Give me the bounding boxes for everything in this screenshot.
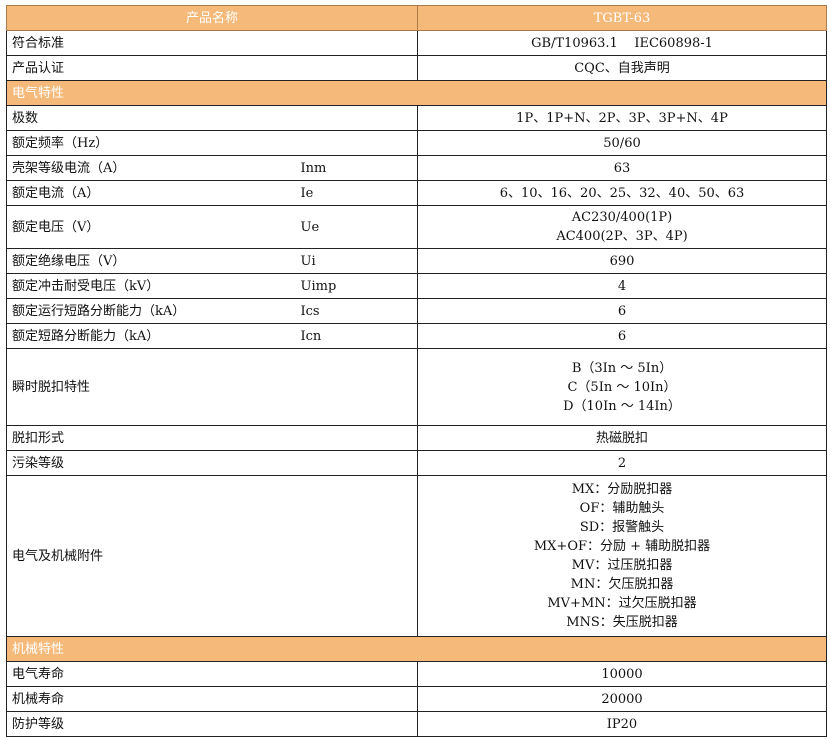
table-row: 污染等级 2: [6, 450, 827, 476]
table-row: 极数 1P、1P+N、2P、3P、3P+N、4P: [6, 105, 827, 131]
value-line: 6: [617, 303, 627, 319]
row-value: 2: [417, 450, 827, 476]
row-label: 额定运行短路分断能力（kA）: [6, 298, 296, 324]
row-value: 20000: [417, 686, 827, 712]
row-value: 6: [417, 323, 827, 349]
row-value: 63: [417, 155, 827, 181]
row-value: 4: [417, 273, 827, 299]
value-line: 4: [617, 278, 627, 294]
row-value: 热磁脱扣: [417, 425, 827, 451]
table-row: 壳架等级电流（A） Inm 63: [6, 155, 827, 181]
value-line: B（3In ～ 5In）: [571, 360, 673, 376]
row-code: [295, 105, 419, 131]
value-line: MX+OF：分励 + 辅助脱扣器: [533, 539, 711, 554]
row-code: Ui: [295, 248, 419, 274]
row-label: 脱扣形式: [6, 425, 296, 451]
row-label: 壳架等级电流（A）: [6, 155, 296, 181]
table-row: 额定频率（Hz） 50/60: [6, 130, 827, 156]
row-label: 额定绝缘电压（V）: [6, 248, 296, 274]
value-line: 50/60: [603, 135, 641, 151]
row-value: 1P、1P+N、2P、3P、3P+N、4P: [417, 105, 827, 131]
row-label: 额定电流（A）: [6, 180, 296, 206]
value-line: SD：报警触头: [579, 520, 665, 535]
row-value: B（3In ～ 5In） C（5In ～ 10In） D（10In ～ 14In）: [417, 348, 827, 426]
table-row: 额定短路分断能力（kA） Icn 6: [6, 323, 827, 349]
row-code: Ue: [295, 205, 419, 249]
table-row: 脱扣形式 热磁脱扣: [6, 425, 827, 451]
row-label: 污染等级: [6, 450, 296, 476]
value-line: 690: [609, 253, 635, 269]
row-code: Ie: [295, 180, 419, 206]
table-row: 电气寿命 10000: [5, 661, 827, 687]
value-line: 6、10、16、20、25、32、40、50、63: [499, 185, 745, 201]
row-value: 6、10、16、20、25、32、40、50、63: [417, 180, 827, 206]
row-code: Uimp: [295, 273, 419, 299]
table-row: 防护等级 IP20: [5, 711, 827, 737]
spec-table: 产品名称 TGBT-63 符合标准 GB/T10963.1 IEC60898-1…: [5, 5, 827, 737]
section-mechanical: 机械特性: [6, 636, 827, 662]
row-code: Inm: [295, 155, 419, 181]
row-label: 符合标准: [5, 30, 419, 56]
row-value: 10000: [417, 661, 827, 687]
header-model: TGBT-63: [417, 5, 827, 31]
table-row: 额定运行短路分断能力（kA） Ics 6: [6, 298, 827, 324]
value-line: 热磁脱扣: [596, 430, 649, 446]
row-label: 额定电压（V）: [6, 205, 296, 249]
table-row: 额定绝缘电压（V） Ui 690: [6, 248, 827, 274]
row-value: MX：分励脱扣器 OF：辅助触头 SD：报警触头 MX+OF：分励 + 辅助脱扣器 MV…: [417, 475, 827, 637]
row-value: 50/60: [417, 130, 827, 156]
table-row: 产品认证 CQC、自我声明: [5, 55, 827, 81]
header-name-label: 产品名称: [5, 5, 419, 31]
row-label: 机械寿命: [5, 686, 419, 712]
section-title: 机械特性: [6, 636, 827, 662]
table-row: 额定冲击耐受电压（kV） Uimp 4: [6, 273, 827, 299]
value-line: 2: [617, 455, 627, 471]
value-line: C（5In ～ 10In）: [567, 379, 677, 395]
value-line: D（10In ～ 14In）: [563, 398, 681, 414]
row-label: 电气及机械附件: [6, 475, 296, 637]
row-code: [295, 130, 419, 156]
value-line: AC400(2P、3P、4P): [556, 229, 688, 244]
section-electrical: 电气特性: [6, 80, 827, 106]
row-value: GB/T10963.1 IEC60898-1: [417, 30, 827, 56]
value-line: OF：辅助触头: [579, 501, 665, 516]
row-code: Icn: [295, 323, 419, 349]
row-label: 极数: [6, 105, 296, 131]
row-code: Ics: [295, 298, 419, 324]
table-row: 机械寿命 20000: [5, 686, 827, 712]
row-value: 6: [417, 298, 827, 324]
row-label: 额定频率（Hz）: [6, 130, 296, 156]
value-line: MN：欠压脱扣器: [570, 577, 674, 592]
value-line: MNS：失压脱扣器: [566, 615, 678, 630]
table-row: 额定电压（V） Ue AC230/400(1P) AC400(2P、3P、4P): [6, 205, 827, 249]
value-line: 1P、1P+N、2P、3P、3P+N、4P: [516, 110, 728, 126]
value-line: 6: [617, 328, 627, 344]
row-code: [295, 425, 419, 451]
value-line: MV+MN：过欠压脱扣器: [547, 596, 697, 611]
row-code: [295, 450, 419, 476]
table-row: 额定电流（A） Ie 6、10、16、20、25、32、40、50、63: [6, 180, 827, 206]
row-label: 产品认证: [5, 55, 419, 81]
row-label: 额定冲击耐受电压（kV）: [6, 273, 296, 299]
table-row: 瞬时脱扣特性 B（3In ～ 5In） C（5In ～ 10In） D（10In ～ …: [6, 348, 827, 426]
row-value: AC230/400(1P) AC400(2P、3P、4P): [417, 205, 827, 249]
value-line: MX：分励脱扣器: [571, 482, 673, 497]
row-label: 瞬时脱扣特性: [6, 348, 296, 426]
row-label: 防护等级: [5, 711, 419, 737]
row-label: 额定短路分断能力（kA）: [6, 323, 296, 349]
row-label: 电气寿命: [5, 661, 419, 687]
row-value: CQC、自我声明: [417, 55, 827, 81]
row-code: [295, 348, 419, 426]
value-line: AC230/400(1P): [571, 210, 673, 225]
value-line: MV：过压脱扣器: [571, 558, 673, 573]
row-value: 690: [417, 248, 827, 274]
header-row: 产品名称 TGBT-63: [5, 5, 827, 31]
row-value: IP20: [417, 711, 827, 737]
table-row: 符合标准 GB/T10963.1 IEC60898-1: [5, 30, 827, 56]
row-code: [295, 475, 419, 637]
section-title: 电气特性: [6, 80, 827, 106]
value-line: 63: [613, 160, 631, 176]
table-row: 电气及机械附件 MX：分励脱扣器 OF：辅助触头 SD：报警触头 MX+OF：分励 + …: [6, 475, 827, 637]
